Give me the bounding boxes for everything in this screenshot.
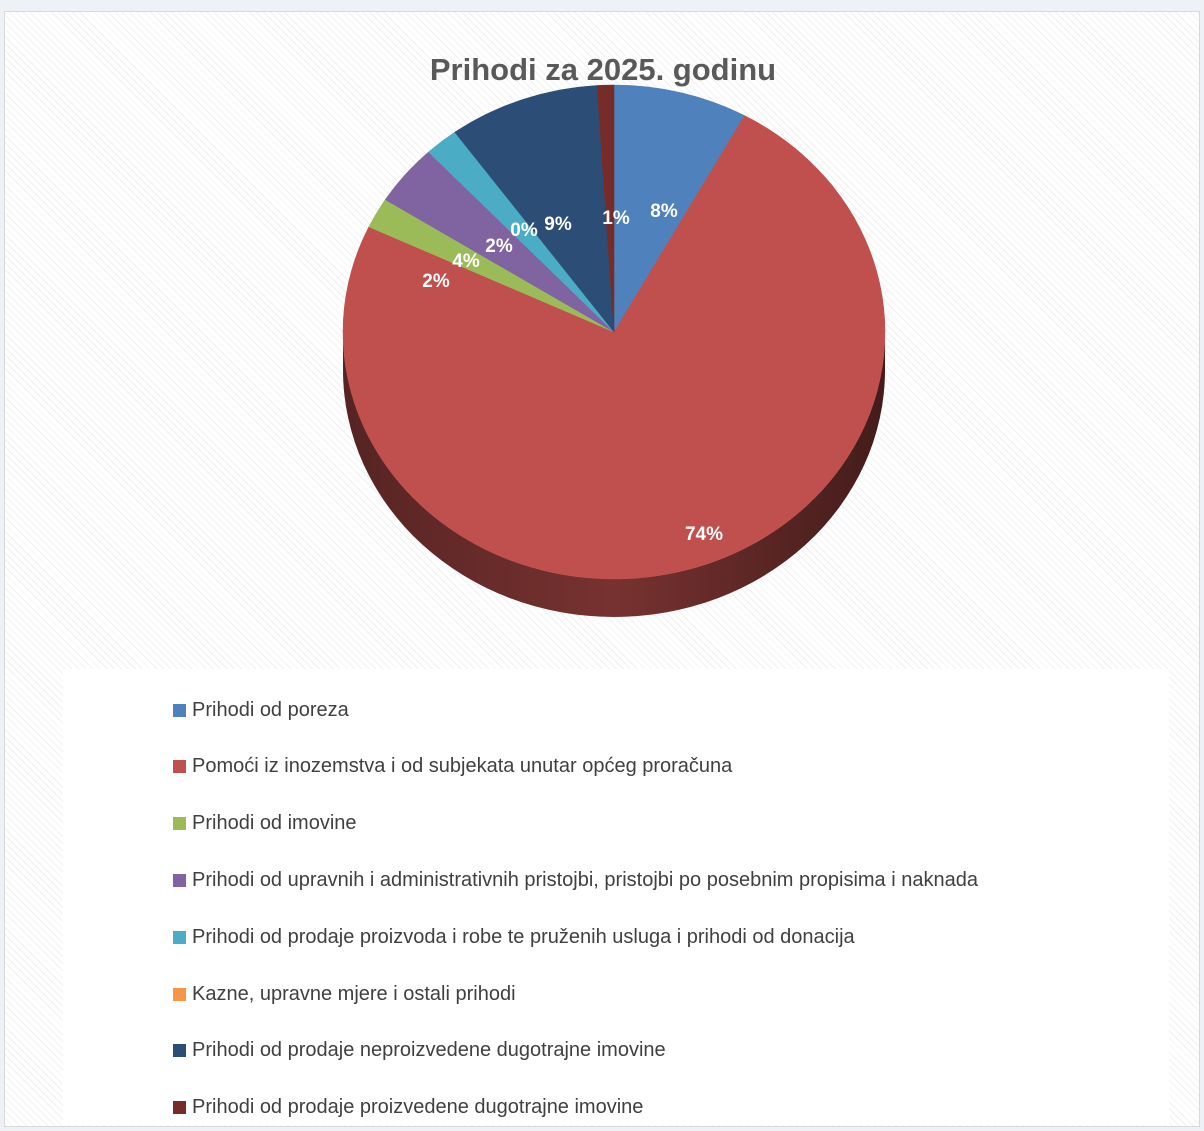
legend-label: Prihodi od prodaje neproizvedene dugotra… [192,1039,666,1062]
chart-area: Prihodi za 2025. godinu 8% 74% 2% 4% 2% 0% 9% 1… [4,11,1200,1127]
legend: Prihodi od poreza Pomoći iz inozemstva i … [63,669,1169,1125]
pie-slice-1 [342,115,886,580]
legend-label: Prihodi od poreza [192,698,349,721]
legend-label: Kazne, upravne mjere i ostali prihodi [192,982,516,1005]
legend-item: Kazne, upravne mjere i ostali prihodi [173,982,516,1006]
legend-swatch [173,703,186,717]
pie-slice-6 [454,85,615,333]
data-label: 4% [452,251,480,272]
legend-item: Prihodi od poreza [173,698,349,722]
legend-item: Prihodi od imovine [173,812,357,836]
data-label: 2% [422,271,450,292]
pie-slice-7 [596,84,615,333]
legend-swatch [173,873,186,887]
legend-swatch [173,930,186,944]
legend-label: Prihodi od prodaje proizvoda i robe te p… [192,925,855,948]
data-label: 74% [685,524,723,545]
data-label: 9% [544,214,572,235]
legend-swatch [173,1044,186,1058]
legend-label: Prihodi od imovine [192,812,357,835]
data-label: 1% [602,208,630,229]
legend-swatch [173,817,186,831]
legend-swatch [173,1101,186,1115]
legend-label: Prihodi od prodaje proizvedene dugotrajn… [192,1096,644,1119]
legend-label: Prihodi od upravnih i administrativnih p… [192,868,978,891]
legend-swatch [173,760,186,774]
data-label: 2% [485,236,513,257]
chart-title: Prihodi za 2025. godinu [429,52,777,87]
legend-swatch [173,987,186,1001]
legend-item: Prihodi od prodaje proizvedene dugotrajn… [173,1096,643,1120]
pie-slice-0 [613,84,745,333]
legend-item: Prihodi od prodaje neproizvedene dugotra… [173,1039,666,1063]
legend-label: Pomoći iz inozemstva i od subjekata unut… [192,755,733,778]
pie-chart: 8%74%2%4%2%0% 9% 1% [342,84,886,617]
legend-item: Pomoći iz inozemstva i od subjekata unut… [173,755,732,779]
legend-item: Prihodi od prodaje proizvoda i robe te p… [173,925,855,949]
data-label: 8% [650,201,678,222]
data-label: 0% [510,220,538,241]
legend-item: Prihodi od upravnih i administrativnih p… [173,868,978,892]
